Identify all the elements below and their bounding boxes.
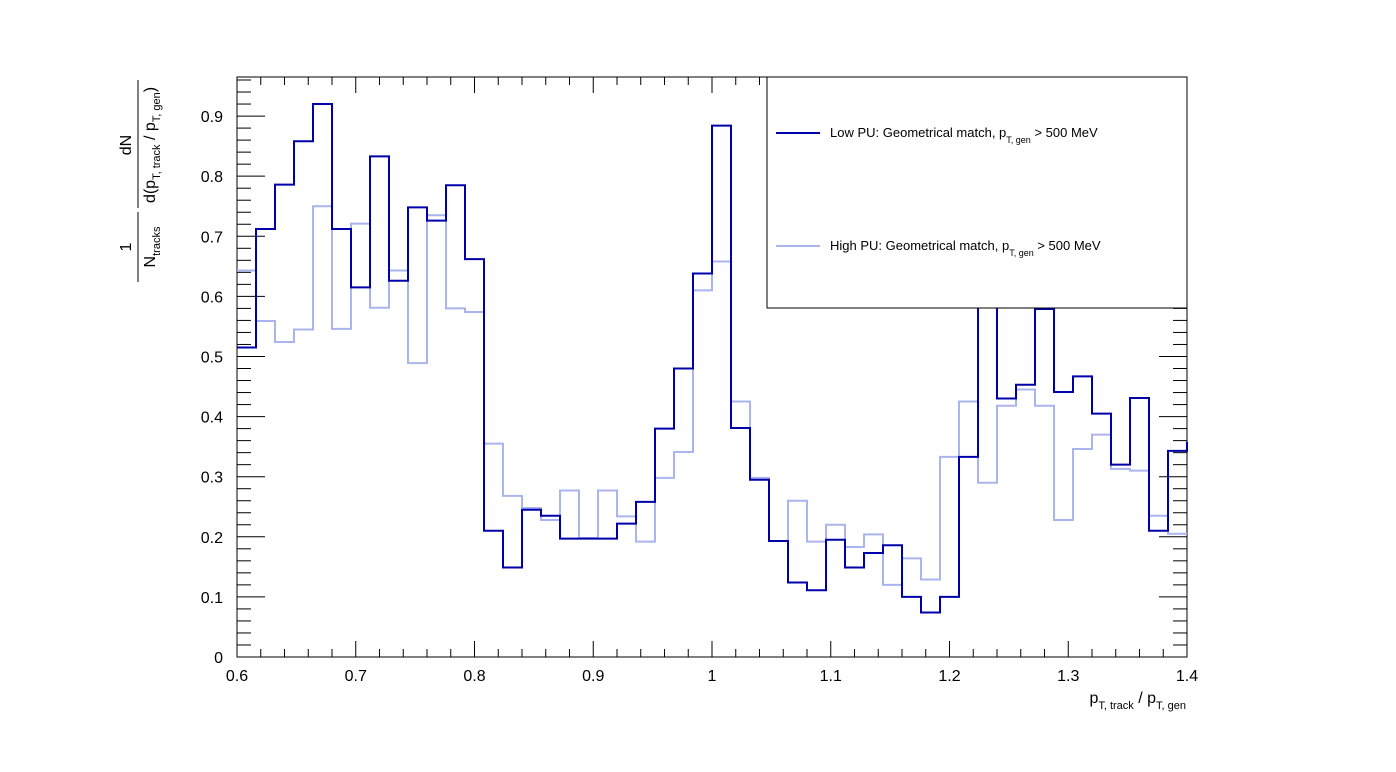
y-axis-title-n-sub: tracks — [151, 226, 163, 256]
y-tick-label: 0.1 — [201, 590, 223, 607]
x-tick-label: 1 — [708, 668, 717, 685]
legend-label-low-pu-prefix: Low PU: Geometrical match, p — [830, 125, 1006, 140]
y-tick-label: 0.4 — [201, 410, 223, 427]
legend-label-high-pu-suffix: > 500 MeV — [1034, 238, 1101, 253]
y-axis-title-n-tracks: Ntracks — [142, 226, 163, 267]
series-line-low-pu — [237, 103, 1188, 614]
x-tick-label: 0.7 — [345, 668, 367, 685]
legend-box — [766, 76, 1188, 309]
y-tick-label: 0 — [214, 650, 223, 667]
x-tick-label: 0.9 — [582, 668, 604, 685]
y-axis-title-sub-gen: T, gen — [151, 92, 163, 122]
y-tick-label: 0.3 — [201, 470, 223, 487]
y-axis-title-divider: / p — [142, 122, 159, 144]
y-axis-title-denominator: d(pT, track / pT, gen) — [142, 87, 163, 203]
x-axis-title-divider: / p — [1134, 690, 1156, 707]
y-axis-title: 1 Ntracks dN d(pT, track / pT, gen) — [118, 80, 163, 282]
y-axis-title-d-close: ) — [142, 87, 159, 92]
legend: Low PU: Geometrical match, pT, gen > 500… — [766, 76, 1188, 309]
series-line-high-pu — [237, 205, 1187, 586]
legend-label-low-pu-subscript: T, gen — [1006, 135, 1031, 145]
y-axis-title-one: 1 — [118, 242, 135, 251]
y-axis-title-d-open: d(p — [142, 180, 159, 203]
x-axis-title-sub-gen: T, gen — [1156, 700, 1186, 712]
x-axis-title: pT, track / pT, gen — [1089, 690, 1186, 712]
y-tick-label: 0.8 — [201, 169, 223, 186]
legend-label-low-pu-suffix: > 500 MeV — [1031, 125, 1098, 140]
y-tick-label: 0.7 — [201, 229, 223, 246]
x-tick-label: 0.8 — [463, 668, 485, 685]
x-axis: 0.6 0.7 0.8 0.9 1 1.1 1.2 1.3 1.4 — [226, 77, 1198, 685]
x-tick-label: 1.1 — [820, 668, 842, 685]
legend-label-high-pu: High PU: Geometrical match, pT, gen > 50… — [830, 238, 1101, 258]
y-axis-title-dn: dN — [118, 135, 135, 155]
y-axis-title-n: N — [142, 256, 159, 268]
y-axis-title-sub-track: T, track — [151, 144, 163, 180]
legend-label-high-pu-subscript: T, gen — [1009, 248, 1034, 258]
y-tick-label: 0.2 — [201, 530, 223, 547]
y-tick-label: 0.5 — [201, 349, 223, 366]
legend-label-high-pu-prefix: High PU: Geometrical match, p — [830, 238, 1009, 253]
x-tick-label: 1.2 — [938, 668, 960, 685]
x-tick-label: 0.6 — [226, 668, 248, 685]
series-layer — [237, 103, 1188, 614]
x-axis-title-sub-track: T, track — [1098, 700, 1134, 712]
x-tick-label: 1.4 — [1176, 668, 1198, 685]
y-tick-label: 0.6 — [201, 289, 223, 306]
legend-label-low-pu: Low PU: Geometrical match, pT, gen > 500… — [830, 125, 1098, 145]
x-tick-label: 1.3 — [1057, 668, 1079, 685]
x-axis-title-p: p — [1089, 690, 1098, 707]
y-tick-label: 0.9 — [201, 109, 223, 126]
